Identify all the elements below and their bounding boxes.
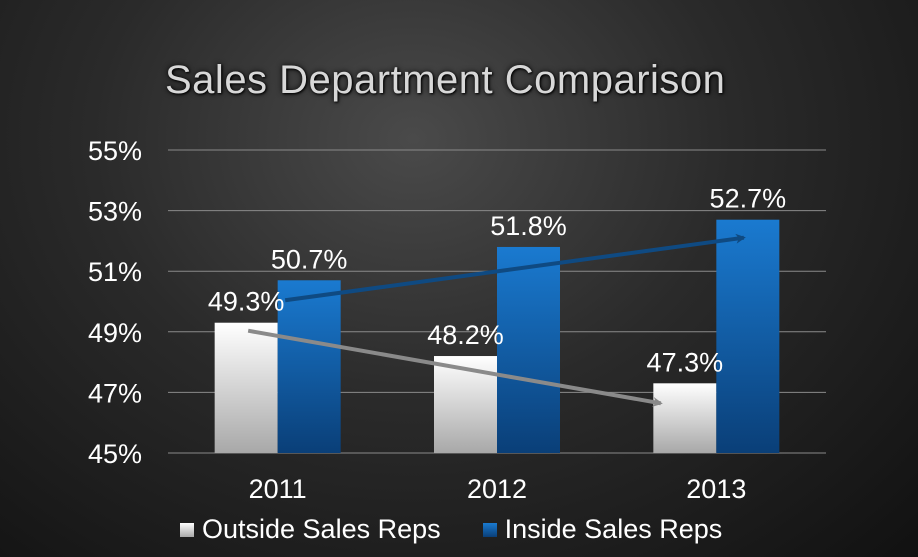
bar-outside-2011 bbox=[214, 322, 278, 453]
chart-title: Sales Department Comparison bbox=[165, 58, 726, 102]
data-label: 50.7% bbox=[271, 244, 348, 274]
y-tick-label: 53% bbox=[88, 197, 142, 227]
data-label: 47.3% bbox=[647, 347, 724, 377]
y-tick-label: 49% bbox=[88, 318, 142, 348]
legend-item-outside: Outside Sales Reps bbox=[180, 514, 441, 545]
x-tick-label: 2011 bbox=[249, 474, 307, 504]
data-label: 52.7% bbox=[710, 184, 787, 214]
data-labels: 49.3% 50.7% 48.2% 51.8% 47.3% 52.7% bbox=[208, 184, 786, 378]
legend: Outside Sales Reps Inside Sales Reps bbox=[180, 514, 722, 545]
y-tick-label: 45% bbox=[88, 439, 142, 469]
legend-swatch-outside bbox=[180, 522, 194, 537]
y-tick-label: 55% bbox=[88, 136, 142, 166]
bars bbox=[214, 219, 780, 453]
y-axis-ticks: 45% 47% 49% 51% 53% 55% bbox=[88, 136, 142, 469]
legend-label-outside: Outside Sales Reps bbox=[202, 514, 441, 544]
trend-arrows bbox=[247, 233, 746, 407]
y-tick-label: 47% bbox=[88, 378, 142, 408]
legend-item-inside: Inside Sales Reps bbox=[482, 514, 723, 545]
x-tick-label: 2013 bbox=[686, 474, 746, 504]
trend-arrow-inside bbox=[284, 233, 746, 303]
bar-inside-2011 bbox=[277, 280, 341, 453]
x-axis-ticks: 2011 2012 2013 bbox=[249, 474, 747, 504]
legend-swatch-inside bbox=[482, 522, 497, 537]
trend-arrow-outside bbox=[247, 328, 663, 407]
data-label: 48.2% bbox=[427, 320, 504, 350]
bar-outside-2013 bbox=[653, 383, 717, 453]
legend-label-inside: Inside Sales Reps bbox=[504, 514, 723, 544]
data-label: 49.3% bbox=[208, 287, 285, 317]
x-tick-label: 2012 bbox=[467, 474, 527, 504]
bar-inside-2013 bbox=[716, 219, 780, 453]
y-tick-label: 51% bbox=[88, 257, 142, 287]
data-label: 51.8% bbox=[490, 211, 567, 241]
bar-inside-2012 bbox=[497, 246, 560, 453]
